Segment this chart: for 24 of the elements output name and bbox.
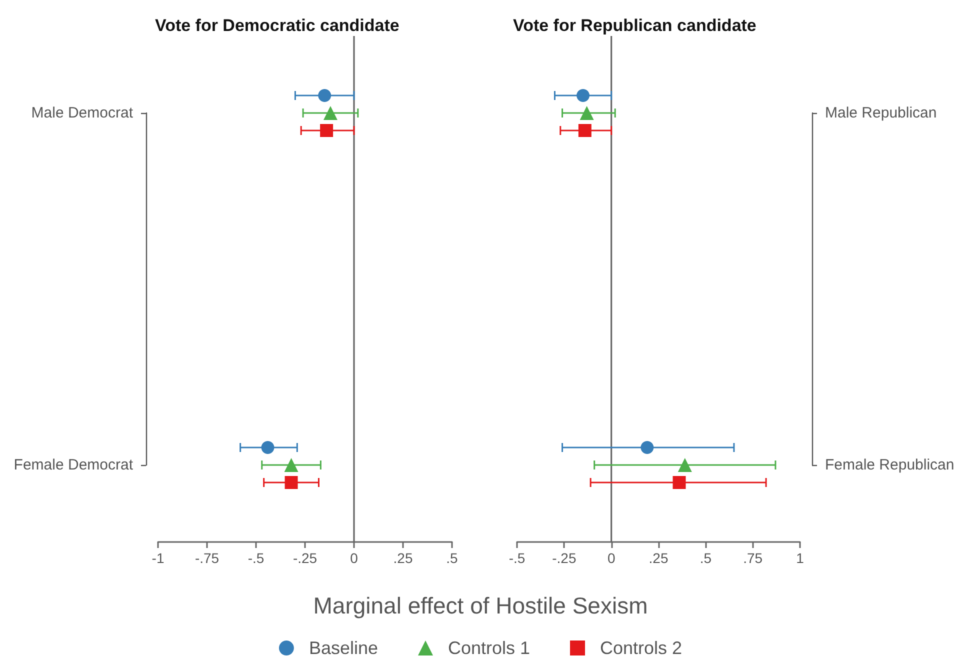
chart-title: Vote for Democratic candidate [155,16,400,35]
y-tick-label: Male Republican [825,104,937,122]
x-tick-label: -.5 [508,550,526,566]
y-tick-label: Female Democrat [14,456,134,474]
x-tick-label: 0 [350,550,358,566]
x-tick-label: -.25 [552,550,576,566]
y-tick-label: Male Democrat [31,104,134,122]
x-tick-label: -1 [152,550,164,566]
legend-label: Baseline [308,638,378,658]
x-tick-label: -.25 [292,550,318,566]
legend-label: Controls 1 [448,638,530,658]
x-tick-label: -.5 [248,550,264,566]
x-tick-label: .5 [446,550,458,566]
x-tick-label: 1 [796,550,804,566]
y-tick-label: Female Republican [825,456,954,474]
x-tick-label: .25 [648,550,668,566]
legend-label: Controls 2 [600,638,682,658]
x-tick-label: .75 [743,550,763,566]
x-tick-label: 0 [607,550,616,566]
x-axis-title: Marginal effect of Hostile Sexism [313,592,648,618]
x-tick-label: .25 [393,550,413,566]
x-tick-label: -.75 [194,550,220,566]
x-tick-label: .5 [700,550,712,566]
chart-title: Vote for Republican candidate [513,16,756,35]
